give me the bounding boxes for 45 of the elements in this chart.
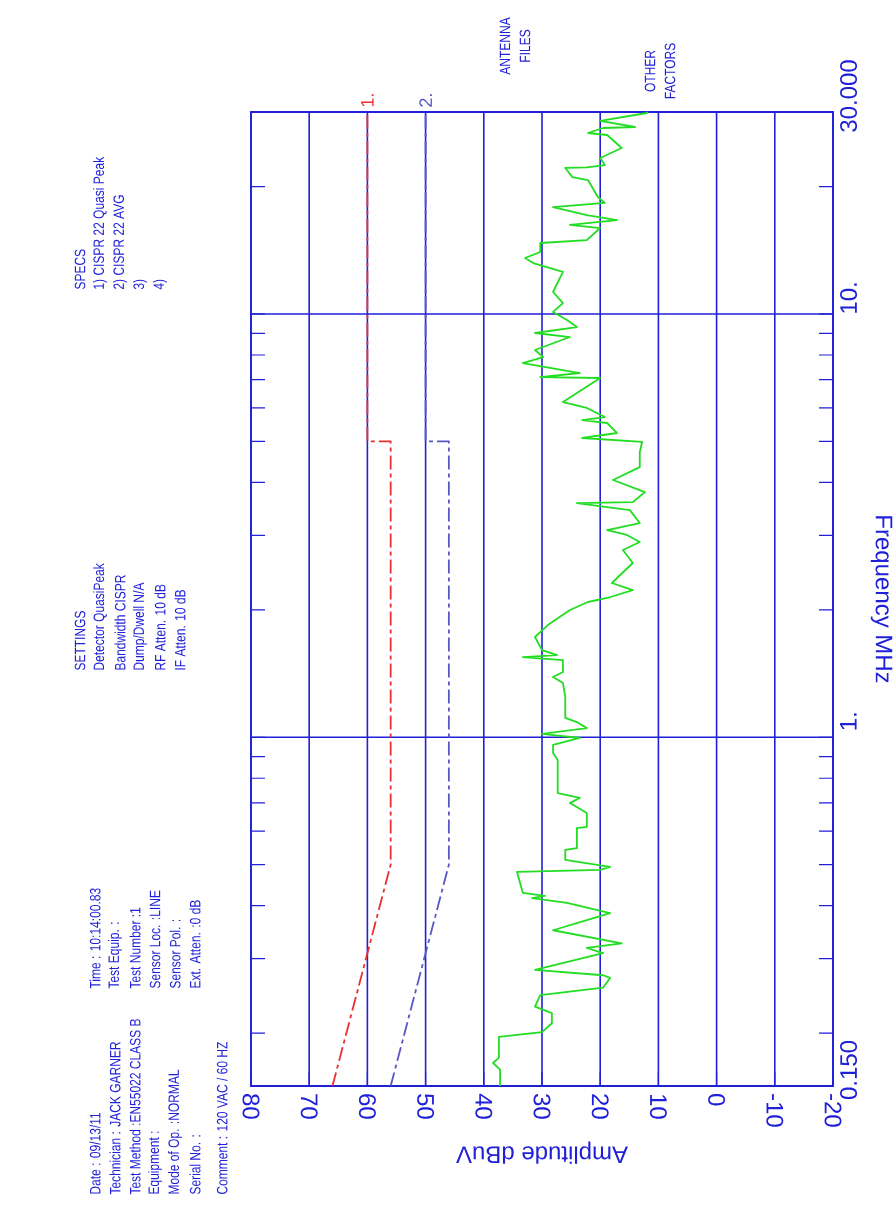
- x-tick-label: -20: [824, 1094, 842, 1127]
- y-tick-label: 1.: [840, 713, 857, 730]
- text: Detector QuasiPeak: [93, 563, 107, 670]
- text: Test Number :1: [129, 907, 141, 989]
- text: Date : 09/13/11: [89, 1112, 101, 1194]
- text: Bandwidth CISPR: [114, 575, 126, 670]
- x-tick-label: 40: [475, 1093, 493, 1119]
- text: Test Equip. :: [108, 922, 122, 989]
- x-tick-label: 60: [358, 1094, 376, 1119]
- x-tick-label: 0: [708, 1094, 726, 1106]
- x-tick-label: 80: [242, 1094, 260, 1119]
- text: Ext. Atten. :0 dB: [189, 900, 201, 988]
- x-axis-title: Amplitude dBuV: [456, 1141, 629, 1164]
- text: 4): [153, 279, 167, 290]
- text: Equipment :: [148, 1131, 162, 1194]
- x-tick-label: 10: [649, 1094, 667, 1119]
- text: OTHER FACTORS: [644, 43, 676, 99]
- text: IF Atten. 10 dB: [174, 590, 186, 670]
- text: Sensor Pol. :: [169, 919, 181, 989]
- y-tick-label: 0.150: [840, 1040, 858, 1100]
- text: SPECS: [74, 249, 86, 290]
- text: Technician : JACK GARNER: [109, 1041, 121, 1195]
- text: Comment : 120 VAC / 60 HZ: [216, 1042, 228, 1194]
- x-tick-label: 30: [533, 1093, 551, 1119]
- text: 3): [133, 279, 147, 290]
- x-tick-label: 50: [417, 1094, 435, 1119]
- text: Time : 10:14:00.83: [89, 888, 101, 989]
- text: SETTINGS: [74, 611, 86, 671]
- x-tick-label: 20: [591, 1094, 609, 1119]
- y-tick-label: 10.: [840, 283, 858, 313]
- y-axis-title: Frequency MHz: [870, 516, 893, 683]
- text: 1.: [361, 94, 374, 107]
- x-tick-label: -10: [766, 1094, 784, 1127]
- text: 2) CISPR 22 AVG: [113, 195, 127, 289]
- text: 1) CISPR 22 Quasi Peak: [93, 156, 107, 289]
- y-tick-label: 30.000: [840, 60, 858, 132]
- text: Dump/Dwell N/A: [133, 582, 147, 670]
- text: Serial No. :: [189, 1135, 201, 1195]
- text: Sensor Loc. :LINE: [149, 890, 161, 989]
- text: Test Method :EN55022 CLASS B: [129, 1019, 141, 1195]
- x-tick-label: 70: [300, 1094, 318, 1119]
- text: 2.: [419, 94, 432, 107]
- text: RF Atten. 10 dB: [154, 584, 166, 670]
- text: Mode of Op. :NORMAL: [168, 1069, 182, 1194]
- text: ANTENNA FILES: [499, 17, 531, 75]
